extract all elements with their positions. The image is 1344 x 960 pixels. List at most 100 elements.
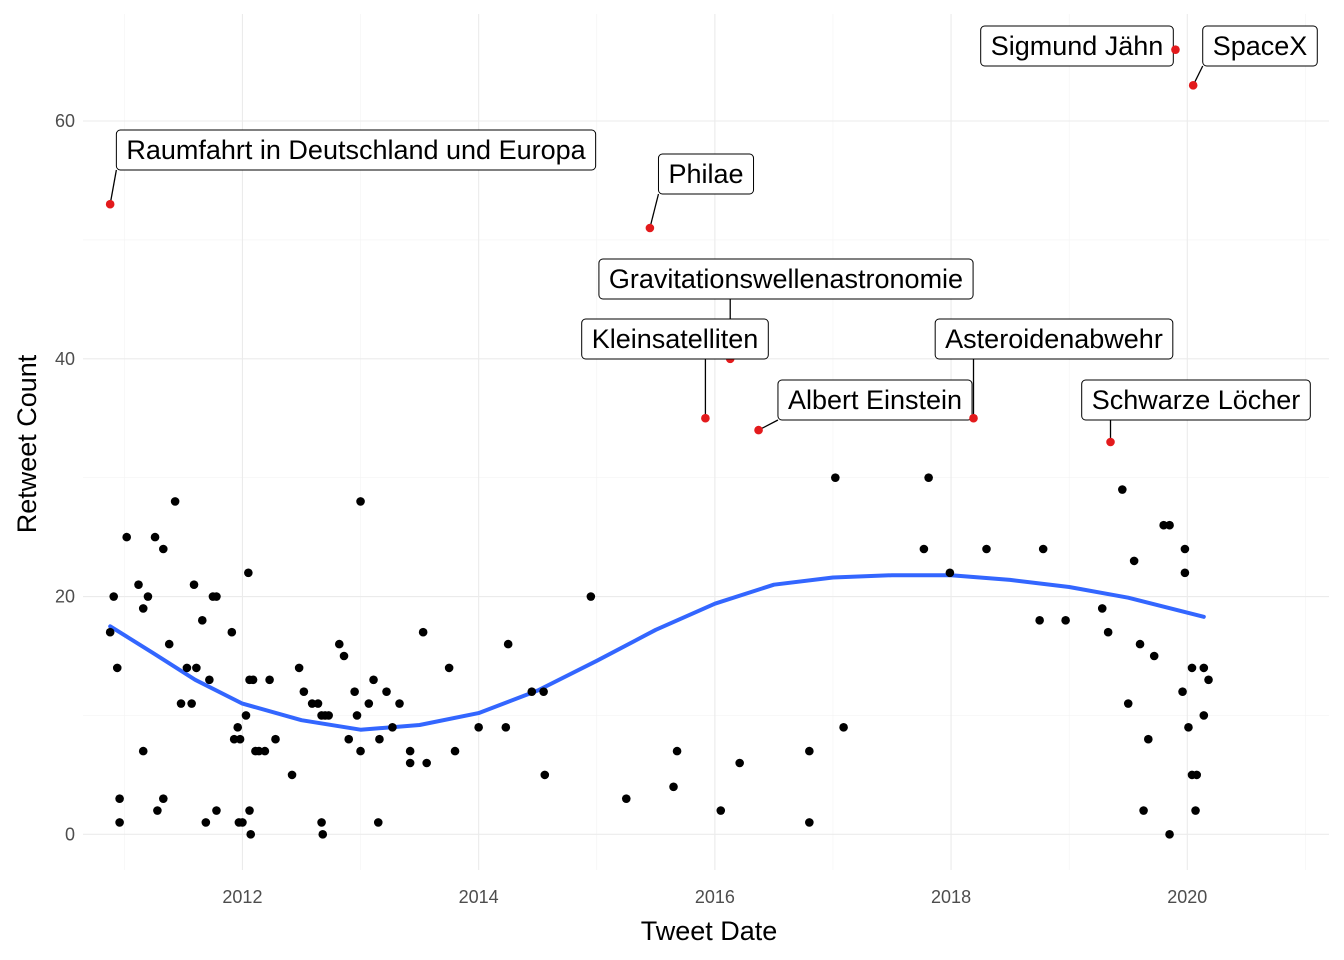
highlight-label: Raumfahrt in Deutschland und Europa — [126, 135, 586, 165]
y-tick-label: 60 — [55, 111, 75, 131]
data-point — [1180, 568, 1190, 578]
x-tick-label: 2016 — [695, 887, 735, 907]
label-box — [1202, 25, 1318, 67]
data-point — [369, 675, 378, 685]
data-point — [334, 639, 344, 649]
y-tick-label: 20 — [55, 587, 75, 607]
data-point — [115, 794, 124, 803]
y-tick-label: 40 — [55, 349, 75, 369]
data-point — [1144, 734, 1153, 744]
data-point — [527, 687, 537, 696]
data-point — [134, 580, 143, 589]
data-point — [317, 818, 326, 827]
data-point — [248, 675, 258, 685]
data-point — [501, 723, 511, 732]
data-point — [1038, 544, 1048, 554]
data-point — [945, 568, 955, 578]
data-point — [260, 746, 270, 756]
loess-smooth-line — [108, 573, 1206, 732]
data-point — [350, 687, 359, 696]
data-point — [539, 687, 548, 696]
data-point — [586, 592, 596, 601]
data-point — [919, 544, 929, 554]
data-point — [112, 663, 122, 673]
data-point — [233, 723, 243, 732]
highlighted-data-point — [754, 425, 763, 435]
x-axis-title: Tweet Date — [641, 916, 778, 946]
data-point — [1159, 520, 1168, 530]
data-point — [1191, 806, 1200, 815]
data-point — [153, 806, 162, 815]
y-tick-labels: 0 20 40 60 — [55, 111, 75, 844]
data-point — [205, 675, 214, 685]
data-point — [229, 734, 239, 744]
data-point — [373, 818, 383, 827]
data-point — [307, 699, 317, 708]
data-point — [1184, 723, 1193, 732]
data-point — [138, 746, 148, 756]
highlight-label: Sigmund Jähn — [991, 31, 1164, 61]
data-point — [254, 746, 264, 756]
data-point — [382, 687, 391, 696]
data-point — [159, 544, 168, 554]
data-point — [405, 746, 415, 756]
x-tick-label: 2020 — [1167, 887, 1207, 907]
data-point — [201, 818, 211, 827]
highlighted-data-point — [1188, 81, 1198, 90]
data-point — [197, 616, 207, 625]
data-point — [450, 746, 460, 756]
data-point — [265, 675, 274, 685]
data-point — [245, 806, 254, 815]
data-point — [405, 758, 415, 768]
data-point — [418, 627, 428, 637]
data-point — [388, 723, 397, 732]
data-point — [1187, 663, 1197, 673]
highlight-label: SpaceX — [1213, 31, 1308, 61]
highlight-label: Schwarze Löcher — [1092, 385, 1301, 415]
data-point — [805, 818, 814, 827]
highlighted-data-point — [1106, 437, 1115, 447]
data-point — [271, 734, 280, 744]
data-points — [105, 473, 1213, 839]
data-point — [1199, 711, 1209, 720]
data-point — [313, 699, 323, 708]
data-point — [474, 723, 483, 732]
y-axis-title: Retweet Count — [12, 354, 42, 533]
data-point — [621, 794, 631, 803]
data-point — [227, 627, 237, 637]
data-point — [444, 663, 454, 673]
data-point — [150, 532, 160, 542]
data-point — [1061, 616, 1070, 625]
data-point — [324, 711, 333, 720]
data-point — [287, 770, 297, 780]
data-point — [356, 746, 365, 756]
label-box — [115, 129, 597, 171]
data-point — [187, 699, 196, 708]
data-point — [672, 746, 682, 756]
data-point — [1165, 520, 1174, 530]
label-leader-line — [649, 193, 660, 229]
x-tick-label: 2012 — [222, 887, 262, 907]
data-point — [212, 592, 221, 601]
data-point — [831, 473, 840, 482]
data-point — [212, 806, 221, 815]
y-tick-label: 0 — [65, 824, 75, 844]
highlight-label: Asteroidenabwehr — [945, 324, 1163, 354]
data-point — [375, 734, 384, 744]
label-box — [777, 379, 973, 421]
data-point — [176, 699, 186, 708]
data-point — [422, 758, 431, 768]
data-point — [244, 568, 253, 578]
data-point — [1097, 604, 1107, 613]
data-point — [735, 758, 744, 768]
data-point — [143, 592, 153, 601]
data-point — [1180, 544, 1190, 554]
data-point — [1204, 675, 1213, 685]
data-point — [115, 818, 124, 827]
data-point — [352, 711, 362, 720]
data-point — [318, 830, 328, 839]
data-point — [235, 734, 245, 744]
data-point — [1199, 663, 1209, 673]
data-point — [540, 770, 550, 780]
data-point — [105, 627, 115, 637]
